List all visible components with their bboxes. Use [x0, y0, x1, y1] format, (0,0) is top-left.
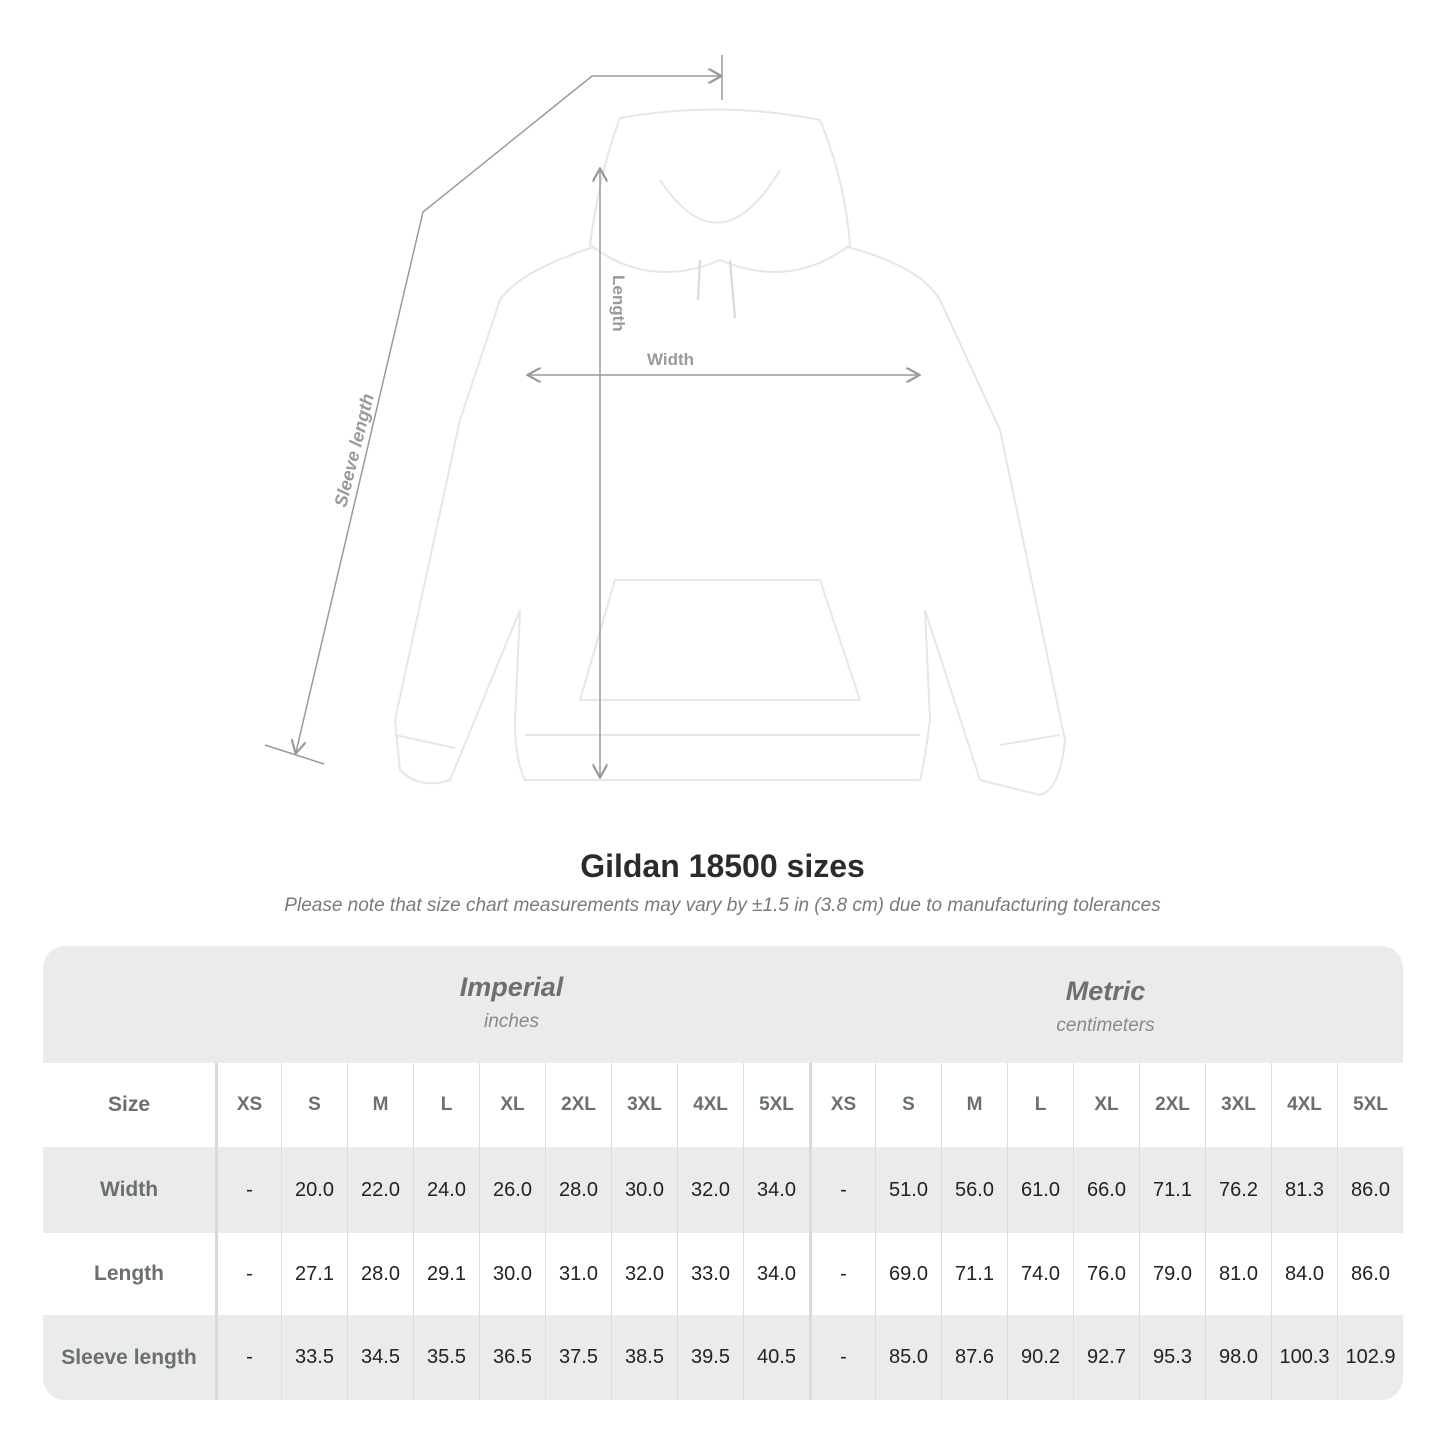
metric-value-cell: 56.0: [941, 1147, 1007, 1233]
length-label: Length: [609, 275, 628, 332]
metric-title: Metric: [1065, 976, 1146, 1006]
imperial-value-cell: -: [215, 1315, 281, 1400]
imperial-value-cell: 39.5: [677, 1315, 743, 1400]
imperial-size-xs: XS: [215, 1063, 281, 1147]
metric-value-cell: 85.0: [875, 1315, 941, 1400]
imperial-value-cell: 38.5: [611, 1315, 677, 1400]
imperial-value-cell: 32.0: [677, 1147, 743, 1233]
metric-value-cell: 71.1: [1139, 1147, 1205, 1233]
metric-size-3xl: 3XL: [1205, 1063, 1271, 1147]
metric-value-cell: 51.0: [875, 1147, 941, 1233]
imperial-value-cell: 34.0: [743, 1147, 809, 1233]
imperial-size-5xl: 5XL: [743, 1063, 809, 1147]
metric-value-cell: 92.7: [1073, 1315, 1139, 1400]
imperial-value-cell: 30.0: [479, 1233, 545, 1315]
metric-size-2xl: 2XL: [1139, 1063, 1205, 1147]
metric-value-cell: 86.0: [1337, 1147, 1403, 1233]
metric-value-cell: -: [809, 1315, 875, 1400]
table-row: Width -20.0 22.0 24.0 26.0 28.0 30.0 32.0 34.0-5…: [43, 1147, 1403, 1233]
imperial-value-cell: 22.0: [347, 1147, 413, 1233]
metric-value-cell: 71.1: [941, 1233, 1007, 1315]
metric-value-cell: 74.0: [1007, 1233, 1073, 1315]
imperial-size-2xl: 2XL: [545, 1063, 611, 1147]
imperial-title: Imperial: [459, 972, 564, 1002]
imperial-value-cell: 28.0: [347, 1233, 413, 1315]
metric-value-cell: 84.0: [1271, 1233, 1337, 1315]
table-row: Sleeve length -33.5 34.5 35.5 36.5 37.5 38.5 39…: [43, 1315, 1403, 1400]
imperial-value-cell: 24.0: [413, 1147, 479, 1233]
row-label: Sleeve length: [61, 1345, 197, 1369]
imperial-value-cell: 33.5: [281, 1315, 347, 1400]
table-row: Length -27.1 28.0 29.1 30.0 31.0 32.0 33.0 34.0-…: [43, 1233, 1403, 1315]
imperial-value-cell: 20.0: [281, 1147, 347, 1233]
metric-size-5xl: 5XL: [1337, 1063, 1403, 1147]
imperial-size-3xl: 3XL: [611, 1063, 677, 1147]
metric-value-cell: 87.6: [941, 1315, 1007, 1400]
imperial-value-cell: -: [215, 1233, 281, 1315]
metric-value-cell: 76.0: [1073, 1233, 1139, 1315]
imperial-value-cell: 32.0: [611, 1233, 677, 1315]
sleeve-length-label: Sleeve length: [330, 392, 377, 509]
imperial-value-cell: 34.0: [743, 1233, 809, 1315]
imperial-size-s: S: [281, 1063, 347, 1147]
imperial-value-cell: 34.5: [347, 1315, 413, 1400]
imperial-value-cell: 36.5: [479, 1315, 545, 1400]
hoodie-icon: [393, 108, 1067, 797]
imperial-value-cell: 33.0: [677, 1233, 743, 1315]
imperial-header: Imperial inches: [215, 946, 808, 1063]
metric-value-cell: 69.0: [875, 1233, 941, 1315]
metric-size-xl: XL: [1073, 1063, 1139, 1147]
size-table: Imperial inches Metric centimeters Size X…: [43, 946, 1403, 1400]
width-label: Width: [647, 350, 694, 369]
metric-value-cell: 76.2: [1205, 1147, 1271, 1233]
imperial-size-l: L: [413, 1063, 479, 1147]
metric-value-cell: 102.9: [1337, 1315, 1403, 1400]
metric-value-cell: -: [809, 1147, 875, 1233]
metric-value-cell: 98.0: [1205, 1315, 1271, 1400]
imperial-value-cell: 27.1: [281, 1233, 347, 1315]
imperial-value-cell: 26.0: [479, 1147, 545, 1233]
hoodie-illustration: Length Width Sleeve length: [264, 55, 1067, 797]
measurement-lines: [264, 55, 918, 776]
imperial-value-cell: 40.5: [743, 1315, 809, 1400]
row-label: Length: [94, 1262, 164, 1285]
imperial-value-cell: 35.5: [413, 1315, 479, 1400]
metric-value-cell: 100.3: [1271, 1315, 1337, 1400]
imperial-size-xl: XL: [479, 1063, 545, 1147]
metric-value-cell: 90.2: [1007, 1315, 1073, 1400]
metric-value-cell: 81.3: [1271, 1147, 1337, 1233]
imperial-value-cell: 28.0: [545, 1147, 611, 1233]
imperial-value-cell: 37.5: [545, 1315, 611, 1400]
imperial-unit: inches: [484, 1011, 539, 1032]
metric-unit: centimeters: [1056, 1015, 1155, 1036]
metric-value-cell: 61.0: [1007, 1147, 1073, 1233]
metric-size-4xl: 4XL: [1271, 1063, 1337, 1147]
metric-value-cell: 66.0: [1073, 1147, 1139, 1233]
metric-value-cell: -: [809, 1233, 875, 1315]
metric-value-cell: 95.3: [1139, 1315, 1205, 1400]
metric-size-m: M: [941, 1063, 1007, 1147]
size-header-row: Size XS S M L XL 2XL 3XL 4XL 5XL XS S M L XL 2XL 3XL 4XL 5…: [43, 1063, 1403, 1147]
metric-header: Metric centimeters: [808, 946, 1403, 1063]
imperial-value-cell: 31.0: [545, 1233, 611, 1315]
tolerance-note: Please note that size chart measurements…: [284, 895, 1161, 916]
imperial-value-cell: 29.1: [413, 1233, 479, 1315]
metric-size-xs: XS: [809, 1063, 875, 1147]
size-header-label: Size: [107, 1093, 151, 1116]
imperial-value-cell: -: [215, 1147, 281, 1233]
imperial-size-m: M: [347, 1063, 413, 1147]
metric-size-l: L: [1007, 1063, 1073, 1147]
metric-value-cell: 86.0: [1337, 1233, 1403, 1315]
metric-size-s: S: [875, 1063, 941, 1147]
row-label: Width: [99, 1178, 159, 1201]
imperial-value-cell: 30.0: [611, 1147, 677, 1233]
imperial-size-4xl: 4XL: [677, 1063, 743, 1147]
page-title: Gildan 18500 sizes: [580, 848, 865, 884]
metric-value-cell: 81.0: [1205, 1233, 1271, 1315]
metric-value-cell: 79.0: [1139, 1233, 1205, 1315]
